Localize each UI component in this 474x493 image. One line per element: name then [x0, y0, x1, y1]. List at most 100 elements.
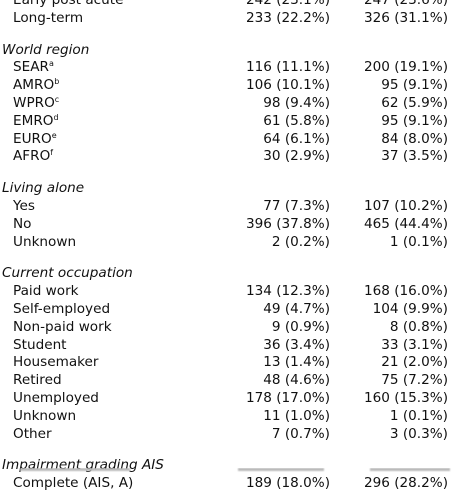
section-gap	[0, 251, 474, 265]
table-row: Paid work 134 (12.3%) 168 (16.0%)	[0, 283, 474, 301]
row-label-text: EURO	[13, 130, 52, 147]
cell-group-2: 8 (0.8%)	[389, 318, 448, 335]
table-row: Complete (AIS, A) 189 (18.0%) 296 (28.2%)	[0, 475, 474, 493]
footnote-marker: e	[51, 130, 57, 140]
cell-group-2: 465 (44.4%)	[363, 215, 448, 232]
row-label: Unemployed	[13, 390, 99, 408]
table-row: Long-term 233 (22.2%) 326 (31.1%)	[0, 10, 474, 28]
table-row: Retired 48 (4.6%) 75 (7.2%)	[0, 372, 474, 390]
cell-group-1: 189 (18.0%)	[245, 475, 330, 492]
row-label: AMROb	[13, 77, 59, 95]
row-label: Unknown	[13, 408, 76, 426]
row-label: Complete (AIS, A)	[13, 475, 133, 493]
row-label: Long-term	[13, 10, 83, 28]
section-gap	[0, 166, 474, 180]
row-label: Non-paid work	[13, 319, 112, 337]
table-row: WPROc 98 (9.4%) 62 (5.9%)	[0, 95, 474, 113]
cell-group-2: 104 (9.9%)	[372, 300, 448, 317]
cell-group-2: 84 (8.0%)	[381, 130, 448, 147]
section-gap	[0, 443, 474, 457]
cell-group-2: 247 (23.6%)	[363, 0, 448, 8]
cell-group-1: 30 (2.9%)	[263, 148, 330, 165]
row-label: No	[13, 216, 32, 234]
row-label-text: WPRO	[13, 94, 55, 111]
row-label-text: Other	[13, 425, 52, 442]
footnote-marker: a	[48, 59, 54, 69]
table-row: Unknown 2 (0.2%) 1 (0.1%)	[0, 234, 474, 252]
cell-group-2: 95 (9.1%)	[381, 112, 448, 129]
cell-group-2: 1 (0.1%)	[389, 407, 448, 424]
section-title: Living alone	[2, 180, 85, 197]
row-label: Self-employed	[13, 301, 110, 319]
row-label: SEARa	[13, 59, 54, 77]
table-row: Housemaker 13 (1.4%) 21 (2.0%)	[0, 354, 474, 372]
row-label-text: No	[13, 215, 32, 232]
cell-group-2: 21 (2.0%)	[381, 354, 448, 371]
row-label: Early post acute	[13, 0, 123, 10]
cell-group-2: 107 (10.2%)	[363, 197, 448, 214]
cell-group-2: 326 (31.1%)	[363, 9, 448, 26]
cell-group-1: 116 (11.1%)	[245, 59, 330, 76]
table-row: SEARa 116 (11.1%) 200 (19.1%)	[0, 59, 474, 77]
table-row: EUROe 64 (6.1%) 84 (8.0%)	[0, 131, 474, 149]
cell-group-1: 64 (6.1%)	[263, 130, 330, 147]
row-label-text: Retired	[13, 372, 62, 389]
cell-group-2: 1 (0.1%)	[389, 233, 448, 250]
row-label: Student	[13, 337, 67, 355]
row-label: Housemaker	[13, 354, 99, 372]
row-label-text: Complete (AIS, A)	[13, 475, 134, 492]
cell-group-2: 62 (5.9%)	[381, 94, 448, 111]
cell-group-1: 233 (22.2%)	[245, 9, 330, 26]
row-label-text: Unemployed	[13, 389, 99, 406]
cell-group-1: 13 (1.4%)	[263, 354, 330, 371]
footnote-marker: b	[54, 77, 60, 87]
table-row: Non-paid work 9 (0.9%) 8 (0.8%)	[0, 319, 474, 337]
cell-group-2: 296 (28.2%)	[363, 475, 448, 492]
row-label-text: Non-paid work	[13, 318, 112, 335]
cell-group-2: 168 (16.0%)	[363, 283, 448, 300]
section-heading: World region	[0, 42, 474, 60]
row-label-text: Unknown	[13, 233, 77, 250]
row-label: Paid work	[13, 283, 79, 301]
table-row: AFROf 30 (2.9%) 37 (3.5%)	[0, 148, 474, 166]
section-title: World region	[2, 41, 90, 58]
row-label: AFROf	[13, 148, 53, 166]
footnote-marker: c	[54, 94, 60, 104]
cell-group-1: 9 (0.9%)	[271, 318, 330, 335]
row-label-text: Early post acute	[13, 0, 124, 8]
row-label: EUROe	[13, 131, 57, 149]
row-label: Other	[13, 426, 52, 444]
table-row: Yes 77 (7.3%) 107 (10.2%)	[0, 198, 474, 216]
table-row: Unknown 11 (1.0%) 1 (0.1%)	[0, 408, 474, 426]
row-label-text: AFRO	[13, 148, 51, 165]
cell-group-1: 106 (10.1%)	[245, 77, 330, 94]
table-row: Unemployed 178 (17.0%) 160 (15.3%)	[0, 390, 474, 408]
row-label: Yes	[13, 198, 35, 216]
row-label-text: AMRO	[13, 77, 55, 94]
table-row: AMROb 106 (10.1%) 95 (9.1%)	[0, 77, 474, 95]
row-label-text: Self-employed	[13, 300, 111, 317]
section-heading: Living alone	[0, 180, 474, 198]
cell-group-2: 33 (3.1%)	[381, 336, 448, 353]
cell-group-1: 396 (37.8%)	[245, 215, 330, 232]
row-label-text: Long-term	[13, 9, 84, 26]
section-gap	[0, 28, 474, 42]
table-row: No 396 (37.8%) 465 (44.4%)	[0, 216, 474, 234]
cell-group-1: 11 (1.0%)	[263, 407, 330, 424]
cell-group-1: 178 (17.0%)	[245, 389, 330, 406]
cell-group-2: 95 (9.1%)	[381, 77, 448, 94]
row-label-text: Unknown	[13, 407, 77, 424]
cell-group-1: 36 (3.4%)	[263, 336, 330, 353]
cell-group-2: 3 (0.3%)	[389, 425, 448, 442]
cell-group-1: 48 (4.6%)	[263, 372, 330, 389]
row-label-text: Student	[13, 336, 67, 353]
table-row: Other 7 (0.7%) 3 (0.3%)	[0, 426, 474, 444]
cell-group-1: 61 (5.8%)	[263, 112, 330, 129]
cell-group-1: 2 (0.2%)	[271, 233, 330, 250]
row-label-text: Yes	[13, 197, 35, 214]
cell-group-2: 37 (3.5%)	[381, 148, 448, 165]
footnote-marker: d	[53, 112, 59, 122]
section-heading: Current occupation	[0, 265, 474, 283]
table-row: Self-employed 49 (4.7%) 104 (9.9%)	[0, 301, 474, 319]
